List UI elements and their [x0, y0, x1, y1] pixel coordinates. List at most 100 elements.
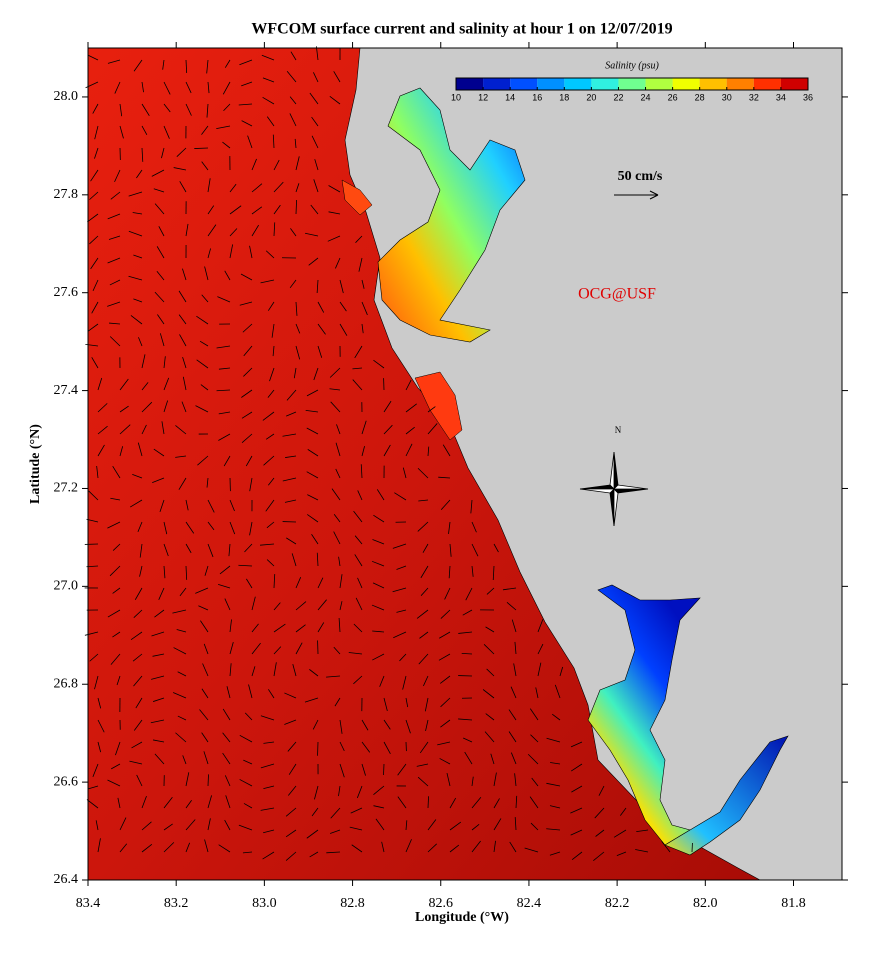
current-vector: [484, 731, 495, 743]
current-vector: [207, 774, 209, 787]
current-vector: [311, 534, 319, 545]
current-vector: [218, 433, 231, 441]
current-vector: [107, 301, 121, 307]
current-vector: [371, 560, 385, 567]
current-vector: [88, 490, 99, 501]
current-vector: [97, 741, 102, 753]
y-tick-label: 27.4: [54, 383, 79, 398]
current-vector: [263, 741, 275, 744]
current-vector: [110, 191, 121, 200]
tampa-bay: [377, 87, 526, 343]
current-vector: [151, 675, 165, 680]
current-vector: [339, 301, 347, 312]
current-vector: [348, 652, 363, 655]
current-vector: [307, 449, 319, 457]
x-tick-label: 82.2: [605, 896, 630, 911]
current-vector: [249, 245, 253, 259]
current-vector: [265, 499, 275, 512]
current-vector: [135, 697, 143, 709]
current-vector: [405, 379, 412, 391]
current-vector: [131, 741, 143, 749]
current-vector: [262, 77, 275, 83]
current-vector: [224, 59, 231, 68]
current-vector: [263, 455, 275, 466]
current-vector: [317, 622, 325, 633]
current-vector: [661, 841, 671, 853]
current-vector: [134, 587, 143, 600]
current-vector: [316, 279, 319, 294]
current-vector: [549, 805, 561, 809]
current-vector: [383, 444, 391, 457]
current-vector: [530, 734, 539, 743]
current-vector: [350, 807, 363, 814]
current-vector: [524, 847, 539, 853]
current-vector: [239, 734, 253, 743]
current-vector: [284, 692, 297, 699]
current-vector: [440, 675, 451, 684]
current-vector: [351, 844, 363, 853]
current-vector: [328, 211, 341, 215]
current-vector: [449, 844, 460, 853]
current-vector: [471, 521, 477, 533]
current-vector: [427, 423, 438, 435]
current-vector: [119, 424, 131, 435]
current-vector: [218, 584, 231, 589]
plot-frame: [87, 47, 843, 881]
current-vector: [314, 159, 319, 171]
current-vector: [229, 499, 235, 512]
current-vector: [141, 424, 147, 435]
current-vector: [295, 323, 301, 334]
current-vector: [448, 521, 451, 534]
current-vector: [492, 565, 495, 580]
current-vector: [396, 609, 407, 613]
current-vector: [285, 807, 297, 817]
current-vector: [339, 574, 343, 589]
current-vector: [207, 818, 211, 831]
current-vector: [185, 543, 192, 554]
current-vector: [92, 763, 99, 778]
current-vector: [182, 268, 187, 281]
current-vector: [486, 587, 495, 595]
current-vector: [529, 796, 539, 809]
current-vector: [260, 543, 275, 546]
current-vector: [549, 851, 561, 856]
current-vector: [156, 246, 165, 259]
current-vector: [207, 543, 214, 558]
colorbar-segment: [483, 78, 511, 90]
current-vector: [133, 675, 143, 687]
current-vector: [114, 169, 121, 183]
current-vector: [417, 467, 429, 479]
current-vector: [471, 824, 480, 831]
current-vector: [537, 643, 544, 655]
current-vector: [133, 298, 143, 303]
current-vector: [360, 464, 363, 479]
current-vector: [502, 587, 517, 591]
current-vector: [94, 675, 99, 690]
current-vector: [196, 359, 209, 369]
compass-rose: [579, 451, 649, 527]
current-vector: [440, 609, 451, 619]
current-vector: [570, 741, 583, 748]
current-vector: [90, 257, 99, 270]
current-vector: [139, 565, 143, 577]
current-vector: [107, 213, 121, 220]
current-vector: [510, 686, 517, 699]
current-vector: [354, 345, 363, 359]
current-vector: [352, 367, 363, 370]
current-vector: [154, 291, 165, 303]
colorbar-segment: [672, 78, 700, 90]
current-vector: [305, 409, 319, 413]
current-vector: [262, 96, 275, 105]
current-vector: [326, 851, 341, 854]
current-vector: [458, 718, 473, 721]
current-vector: [133, 59, 143, 72]
current-vector: [371, 604, 385, 611]
current-vector: [357, 577, 363, 589]
current-vector: [295, 183, 300, 193]
current-vector: [511, 619, 517, 633]
y-tick-label: 26.8: [54, 676, 79, 691]
current-vector: [361, 741, 371, 753]
current-vector: [154, 753, 165, 765]
current-vector: [317, 345, 323, 358]
current-vector: [289, 96, 297, 105]
